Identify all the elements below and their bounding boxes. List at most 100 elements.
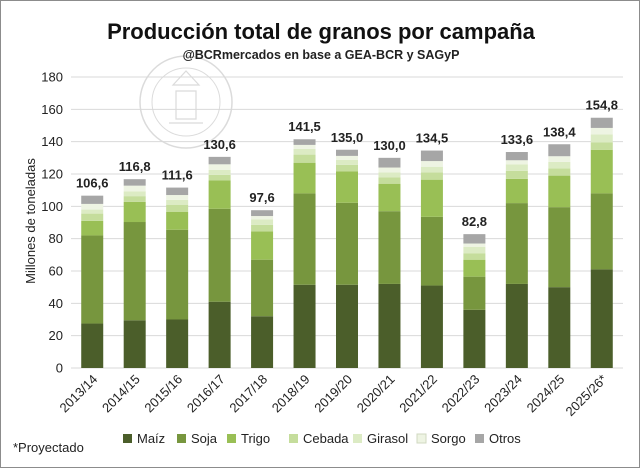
bar-segment-otros (548, 144, 571, 157)
bar-segment-trigo (293, 162, 316, 194)
bar-segment-maíz (590, 269, 613, 368)
bar-segment-cebada (548, 168, 571, 176)
bar-segment-cebada (505, 170, 528, 179)
y-tick-label: 40 (49, 296, 63, 311)
bar-segment-maíz (463, 309, 486, 368)
bar-segment-girasol (251, 219, 274, 225)
bar-segment-girasol (463, 246, 486, 254)
total-label: 97,6 (249, 190, 274, 205)
y-tick-label: 180 (41, 70, 63, 85)
total-label: 154,8 (585, 98, 618, 113)
bar-segment-soja (378, 211, 401, 284)
bar-segment-girasol (123, 191, 146, 197)
x-tick-label: 2021/22 (396, 372, 440, 416)
bar-segment-soja (251, 259, 274, 317)
y-tick-label: 20 (49, 328, 63, 343)
bar-segment-soja (166, 229, 189, 320)
bar-segment-maíz (123, 320, 146, 368)
total-label: 138,4 (543, 124, 576, 139)
watermark-seal (139, 55, 233, 149)
bar-segment-girasol (505, 164, 528, 171)
x-tick-label: 2017/18 (226, 372, 270, 416)
x-axis-ticks: 2013/142014/152015/162016/172017/182018/… (57, 372, 610, 419)
bar-segment-trigo (590, 149, 613, 194)
legend-label-soja: Soja (191, 431, 218, 446)
y-axis-ticks: 0 20 40 60 80 100 120 140 160 180 (41, 70, 63, 376)
bar-segment-cebada (208, 174, 231, 181)
legend-label-otros: Otros (489, 431, 521, 446)
bar-segment-sorgo (548, 156, 571, 162)
bar-segment-cebada (293, 154, 316, 163)
bar-segment-sorgo (463, 243, 486, 247)
bar-segment-maíz (378, 283, 401, 368)
bar-segment-soja (590, 193, 613, 270)
bar-segment-cebada (463, 253, 486, 260)
total-label: 106,6 (76, 176, 109, 191)
x-tick-label: 2018/19 (269, 372, 313, 416)
bar-segment-soja (81, 235, 104, 324)
bar-segment-girasol (336, 159, 358, 165)
chart-subtitle: @BCRmercados en base a GEA-BCR y SAGyP (183, 48, 460, 62)
bar-segment-soja (208, 208, 231, 302)
bar-segment-otros (208, 156, 231, 165)
bar-segment-otros (81, 195, 104, 204)
legend-swatch-soja (177, 434, 186, 443)
x-tick-label: 2014/15 (99, 372, 143, 416)
bar-segment-maíz (548, 287, 571, 368)
y-tick-label: 80 (49, 231, 63, 246)
bar-segment-girasol (81, 209, 104, 214)
legend-label-girasol: Girasol (367, 431, 408, 446)
total-label: 141,5 (288, 119, 321, 134)
legend-swatch-otros (475, 434, 484, 443)
x-tick-label: 2016/17 (184, 372, 228, 416)
legend-label-trigo: Trigo (241, 431, 270, 446)
bar-segment-maíz (336, 284, 358, 368)
bar-segment-sorgo (378, 167, 401, 173)
total-label: 82,8 (462, 214, 487, 229)
total-label: 116,8 (119, 159, 151, 174)
bar-segment-girasol (378, 172, 401, 178)
chart-title: Producción total de granos por campaña (107, 19, 536, 44)
footnote: *Proyectado (13, 440, 84, 455)
total-label: 134,5 (416, 131, 449, 146)
legend-swatch-cebada (289, 434, 298, 443)
bar-segment-maíz (293, 284, 316, 368)
bar-segment-otros (251, 210, 274, 217)
bar-segment-soja (420, 216, 443, 286)
bar-segment-sorgo (208, 164, 231, 170)
bar-segment-otros (336, 149, 358, 156)
bar-segment-sorgo (166, 195, 189, 200)
x-tick-label: 2019/20 (311, 372, 355, 416)
bar-segment-cebada (166, 204, 189, 212)
bar-segment-otros (123, 179, 146, 186)
bar-segment-otros (505, 152, 528, 161)
bar-segment-girasol (420, 166, 443, 173)
total-label: 133,6 (501, 132, 534, 147)
y-tick-label: 100 (41, 199, 63, 214)
x-tick-label: 2022/23 (439, 372, 483, 416)
x-tick-label: 2023/24 (481, 372, 525, 416)
x-tick-label: 2015/16 (141, 372, 185, 416)
bars (81, 117, 613, 368)
legend-swatch-trigo (227, 434, 236, 443)
bar-segment-sorgo (590, 127, 613, 135)
bar-segment-cebada (590, 142, 613, 150)
bar-segment-otros (293, 139, 316, 145)
bar-segment-sorgo (420, 161, 443, 167)
total-label: 135,0 (331, 130, 364, 145)
x-tick-label: 2020/21 (354, 372, 398, 416)
bar-segment-cebada (336, 164, 358, 172)
y-tick-label: 140 (41, 134, 63, 149)
bar-segment-trigo (420, 179, 443, 217)
x-tick-label: 2025/26* (562, 372, 609, 419)
bar-segment-girasol (293, 148, 316, 155)
bar-segment-maíz (420, 285, 443, 368)
bar-segment-cebada (251, 224, 274, 232)
legend: Maíz Soja Trigo Cebada Girasol Sorgo Otros (123, 431, 521, 446)
bar-segment-maíz (166, 319, 189, 368)
legend-swatch-sorgo (416, 433, 427, 444)
bar-segment-sorgo (336, 155, 358, 160)
bar-segment-otros (420, 150, 443, 162)
bar-segment-trigo (548, 175, 571, 208)
